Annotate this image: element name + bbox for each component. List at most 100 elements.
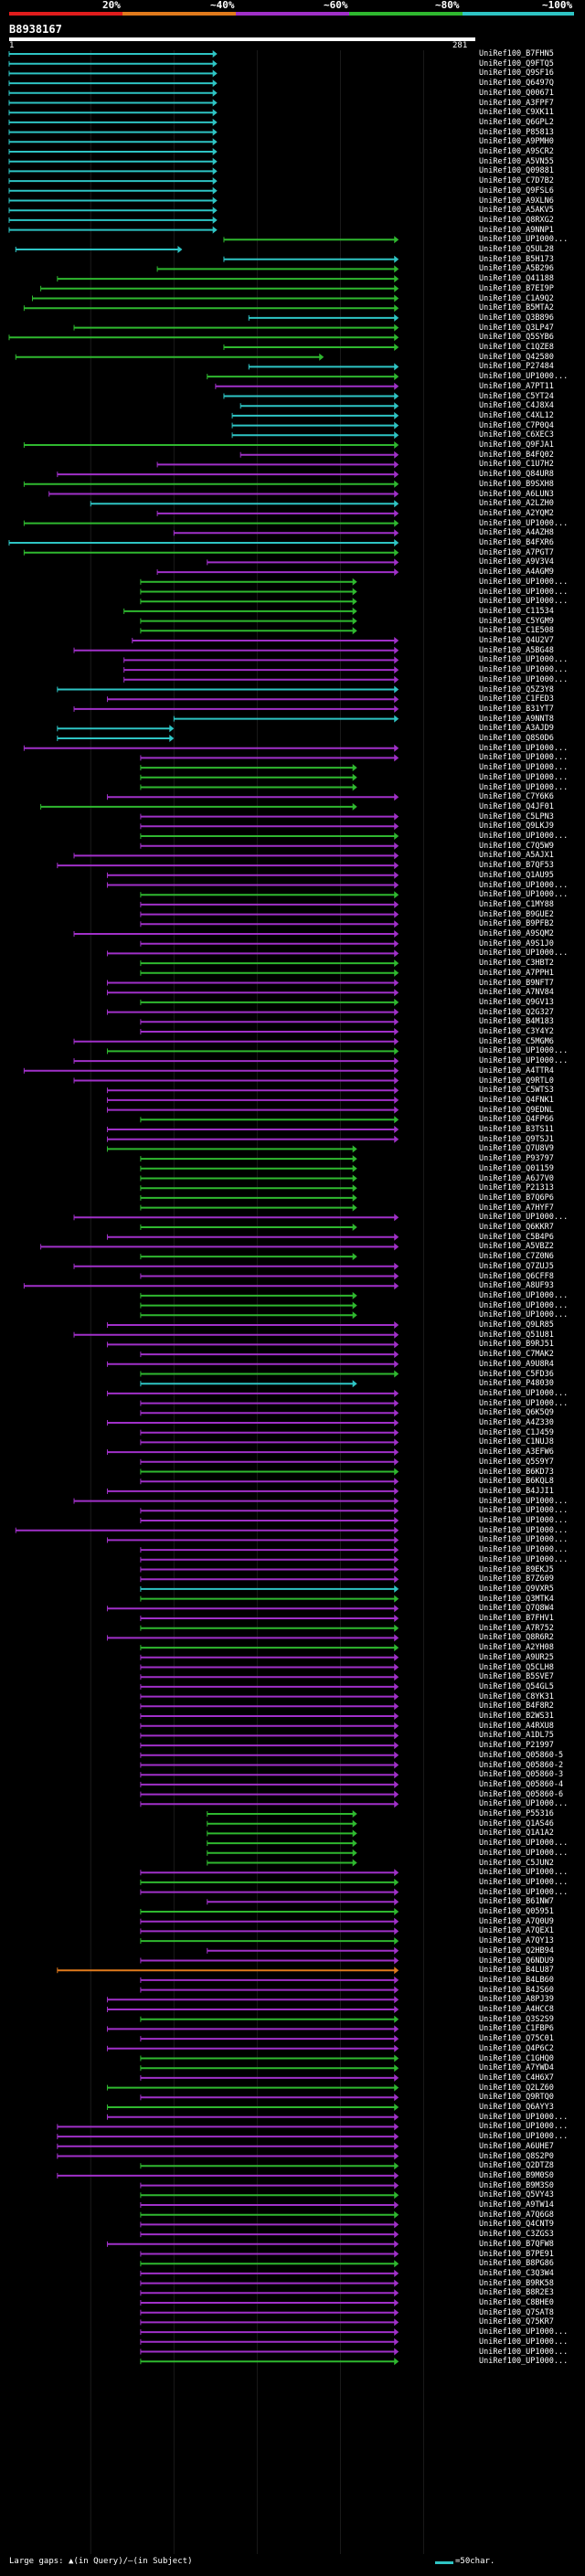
hit-label[interactable]: UniRef100_B2WS31 [479, 1712, 554, 1721]
hit-label[interactable]: UniRef100_UP1000... [479, 1868, 569, 1878]
hit-label[interactable]: UniRef100_A4AGM9 [479, 567, 554, 578]
hit-label[interactable]: UniRef100_UP1000... [479, 1388, 569, 1398]
hit-label[interactable]: UniRef100_UP1000... [479, 372, 569, 382]
hit-label[interactable]: UniRef100_Q6GPL2 [479, 117, 554, 127]
hit-label[interactable]: UniRef100_Q9LR85 [479, 1320, 554, 1330]
hit-label[interactable]: UniRef100_C1MY88 [479, 899, 554, 909]
hit-label[interactable]: UniRef100_B9SXH8 [479, 479, 554, 489]
hit-label[interactable]: UniRef100_B9M0S0 [479, 2170, 554, 2180]
hit-label[interactable]: UniRef100_Q6AYY3 [479, 2103, 554, 2112]
hit-label[interactable]: UniRef100_B9GUE2 [479, 909, 554, 919]
hit-label[interactable]: UniRef100_B8R2E3 [479, 2288, 554, 2298]
hit-label[interactable]: UniRef100_C5FD36 [479, 1369, 554, 1379]
hit-label[interactable]: UniRef100_UP1000... [479, 1516, 569, 1525]
hit-label[interactable]: UniRef100_Q6497Q [479, 79, 554, 89]
hit-label[interactable]: UniRef100_Q1A1A2 [479, 1829, 554, 1839]
hit-label[interactable]: UniRef100_Q9FSL6 [479, 186, 554, 196]
hit-label[interactable]: UniRef100_Q5CLH8 [479, 1662, 554, 1672]
hit-label[interactable]: UniRef100_Q6K5Q9 [479, 1408, 554, 1418]
hit-label[interactable]: UniRef100_A8UF93 [479, 1281, 554, 1291]
hit-label[interactable]: UniRef100_UP1000... [479, 1877, 569, 1887]
hit-label[interactable]: UniRef100_B7Q6P6 [479, 1193, 554, 1203]
hit-label[interactable]: UniRef100_A2YQM2 [479, 508, 554, 518]
hit-label[interactable]: UniRef100_UP1000... [479, 743, 569, 753]
hit-label[interactable]: UniRef100_A9U8R4 [479, 1359, 554, 1369]
hit-label[interactable]: UniRef100_UP1000... [479, 1056, 569, 1066]
hit-label[interactable]: UniRef100_P48030 [479, 1379, 554, 1389]
hit-label[interactable]: UniRef100_A1DL75 [479, 1731, 554, 1741]
hit-label[interactable]: UniRef100_UP1000... [479, 1506, 569, 1516]
hit-label[interactable]: UniRef100_B6KQL8 [479, 1477, 554, 1487]
hit-label[interactable]: UniRef100_Q41188 [479, 274, 554, 284]
hit-label[interactable]: UniRef100_A7PT11 [479, 381, 554, 391]
hit-label[interactable]: UniRef100_Q4U2V7 [479, 636, 554, 645]
hit-label[interactable]: UniRef100_Q5SYB6 [479, 333, 554, 343]
hit-label[interactable]: UniRef100_B7FHN5 [479, 49, 554, 58]
hit-label[interactable]: UniRef100_Q4JF01 [479, 801, 554, 811]
hit-label[interactable]: UniRef100_Q09881 [479, 166, 554, 176]
hit-label[interactable]: UniRef100_C5JUN2 [479, 1858, 554, 1868]
hit-label[interactable]: UniRef100_Q3MTK4 [479, 1594, 554, 1604]
hit-label[interactable]: UniRef100_B7PE91 [479, 2249, 554, 2259]
hit-label[interactable]: UniRef100_A7NV84 [479, 988, 554, 998]
hit-label[interactable]: UniRef100_C3HBT2 [479, 959, 554, 969]
hit-label[interactable]: UniRef100_UP1000... [479, 674, 569, 684]
hit-label[interactable]: UniRef100_Q9VXR5 [479, 1584, 554, 1594]
hit-label[interactable]: UniRef100_Q4CNT9 [479, 2220, 554, 2230]
hit-label[interactable]: UniRef100_Q75C01 [479, 2034, 554, 2044]
hit-label[interactable]: UniRef100_Q9RTQ0 [479, 2093, 554, 2103]
hit-label[interactable]: UniRef100_A7HYF7 [479, 1203, 554, 1213]
hit-label[interactable]: UniRef100_C1E508 [479, 626, 554, 636]
hit-label[interactable]: UniRef100_Q4FP66 [479, 1115, 554, 1125]
hit-label[interactable]: UniRef100_Q3B896 [479, 313, 554, 323]
hit-label[interactable]: UniRef100_A6LUN3 [479, 489, 554, 499]
hit-label[interactable]: UniRef100_UP1000... [479, 2132, 569, 2142]
hit-label[interactable]: UniRef100_A5VN55 [479, 156, 554, 166]
hit-label[interactable]: UniRef100_B9PFB2 [479, 919, 554, 929]
hit-label[interactable]: UniRef100_P93797 [479, 1154, 554, 1164]
hit-label[interactable]: UniRef100_C5MGM6 [479, 1036, 554, 1046]
hit-label[interactable]: UniRef100_B4F8R2 [479, 1701, 554, 1712]
hit-label[interactable]: UniRef100_Q8S0D6 [479, 734, 554, 743]
hit-label[interactable]: UniRef100_UP1000... [479, 1310, 569, 1320]
hit-label[interactable]: UniRef100_B4JJI1 [479, 1486, 554, 1496]
hit-label[interactable]: UniRef100_A9SQM2 [479, 929, 554, 938]
hit-label[interactable]: UniRef100_B7FHV1 [479, 1614, 554, 1623]
hit-label[interactable]: UniRef100_UP1000... [479, 655, 569, 665]
hit-label[interactable]: UniRef100_B4LB60 [479, 1975, 554, 1985]
hit-label[interactable]: UniRef100_A2YH08 [479, 1643, 554, 1653]
hit-label[interactable]: UniRef100_A4Z330 [479, 1418, 554, 1427]
hit-label[interactable]: UniRef100_A9PMH0 [479, 137, 554, 147]
hit-label[interactable]: UniRef100_UP1000... [479, 1496, 569, 1506]
hit-label[interactable]: UniRef100_Q9FJA1 [479, 440, 554, 450]
hit-label[interactable]: UniRef100_UP1000... [479, 880, 569, 890]
hit-label[interactable]: UniRef100_A7YWD4 [479, 2063, 554, 2073]
hit-label[interactable]: UniRef100_A9S1J0 [479, 938, 554, 949]
hit-label[interactable]: UniRef100_A7Q0U9 [479, 1916, 554, 1926]
hit-label[interactable]: UniRef100_Q2G327 [479, 1007, 554, 1017]
hit-label[interactable]: UniRef100_UP1000... [479, 753, 569, 763]
hit-label[interactable]: UniRef100_A9V3V4 [479, 557, 554, 567]
hit-label[interactable]: UniRef100_UP1000... [479, 949, 569, 959]
hit-label[interactable]: UniRef100_UP1000... [479, 832, 569, 841]
hit-label[interactable]: UniRef100_C4J8X4 [479, 401, 554, 411]
hit-label[interactable]: UniRef100_Q05860-2 [479, 1760, 564, 1770]
hit-label[interactable]: UniRef100_Q3S2S9 [479, 2014, 554, 2024]
hit-label[interactable]: UniRef100_B9M3S0 [479, 2180, 554, 2190]
hit-label[interactable]: UniRef100_P27484 [479, 362, 554, 372]
hit-label[interactable]: UniRef100_Q8S2P0 [479, 2151, 554, 2161]
hit-label[interactable]: UniRef100_A6UHE7 [479, 2141, 554, 2151]
hit-label[interactable]: UniRef100_B4FXR6 [479, 538, 554, 547]
hit-label[interactable]: UniRef100_A7PGT7 [479, 547, 554, 557]
hit-label[interactable]: UniRef100_B3TS11 [479, 1125, 554, 1134]
hit-label[interactable]: UniRef100_Q42580 [479, 352, 554, 362]
hit-label[interactable]: UniRef100_UP1000... [479, 1839, 569, 1849]
hit-label[interactable]: UniRef100_A5AKV5 [479, 206, 554, 216]
hit-label[interactable]: UniRef100_UP1000... [479, 763, 569, 773]
hit-label[interactable]: UniRef100_UP1000... [479, 1799, 569, 1809]
hit-label[interactable]: UniRef100_Q7SAT8 [479, 2307, 554, 2317]
hit-label[interactable]: UniRef100_B5H173 [479, 254, 554, 264]
hit-label[interactable]: UniRef100_UP1000... [479, 1554, 569, 1564]
hit-label[interactable]: UniRef100_B5SVE7 [479, 1672, 554, 1682]
hit-label[interactable]: UniRef100_A5VBZ2 [479, 1242, 554, 1252]
